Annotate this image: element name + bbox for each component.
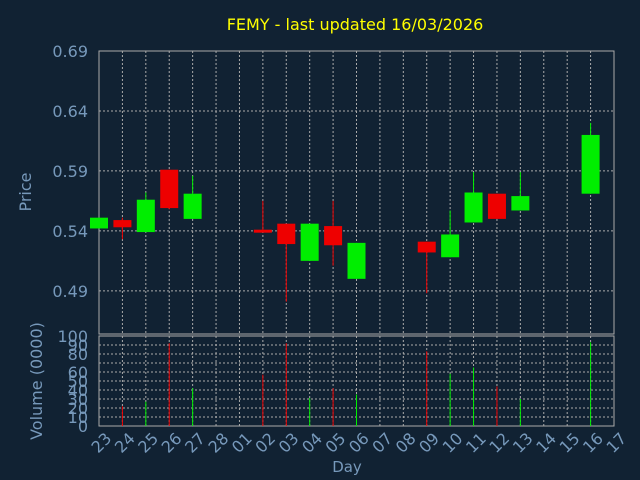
candle-body — [136, 199, 155, 233]
x-axis: 2324252627280102030405060708091011121314… — [87, 429, 630, 457]
candle-body — [464, 192, 483, 223]
x-tick-label: 17 — [602, 429, 630, 457]
candle-body — [581, 134, 600, 194]
candle-body — [441, 234, 460, 258]
candle-body — [160, 169, 179, 209]
candle-body — [277, 223, 296, 245]
volume-tick-label: 50 — [68, 372, 88, 391]
price-axis-label: Price — [16, 172, 35, 211]
volume-tick-label: 20 — [68, 399, 88, 418]
volume-tick-label: 80 — [68, 345, 88, 364]
chart-title: FEMY - last updated 16/03/2026 — [227, 15, 484, 34]
candle-body — [183, 193, 202, 219]
price-tick-label: 0.49 — [52, 282, 88, 301]
volume-tick-label: 100 — [57, 327, 88, 346]
x-axis-label: Day — [332, 458, 362, 476]
price-tick-label: 0.59 — [52, 162, 88, 181]
candle-body — [417, 241, 436, 253]
price-tick-label: 0.64 — [52, 102, 88, 121]
candle-body — [511, 196, 530, 211]
price-tick-label: 0.69 — [52, 42, 88, 61]
volume-tick-label: 10 — [68, 408, 88, 427]
volume-tick-label: 0 — [78, 417, 88, 436]
candle-body — [253, 229, 272, 233]
price-panel: 0.49 0.54 0.59 0.64 0.69 — [52, 42, 615, 335]
candle-body — [113, 220, 132, 228]
volume-tick-label: 30 — [68, 390, 88, 409]
volume-tick-label: 60 — [68, 363, 88, 382]
volume-axis-label: Volume (0000) — [27, 322, 46, 440]
candle-body — [487, 193, 506, 219]
candle-body — [347, 242, 366, 279]
price-tick-label: 0.54 — [52, 222, 88, 241]
volume-tick-label: 90 — [68, 336, 88, 355]
volume-tick-label: 40 — [68, 381, 88, 400]
candle-body — [324, 226, 343, 246]
candle-body — [90, 217, 108, 229]
candle-body — [300, 223, 319, 261]
